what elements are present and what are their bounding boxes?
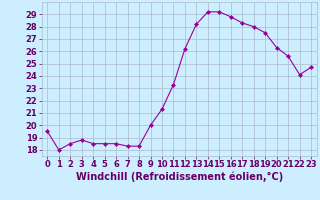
X-axis label: Windchill (Refroidissement éolien,°C): Windchill (Refroidissement éolien,°C)	[76, 172, 283, 182]
